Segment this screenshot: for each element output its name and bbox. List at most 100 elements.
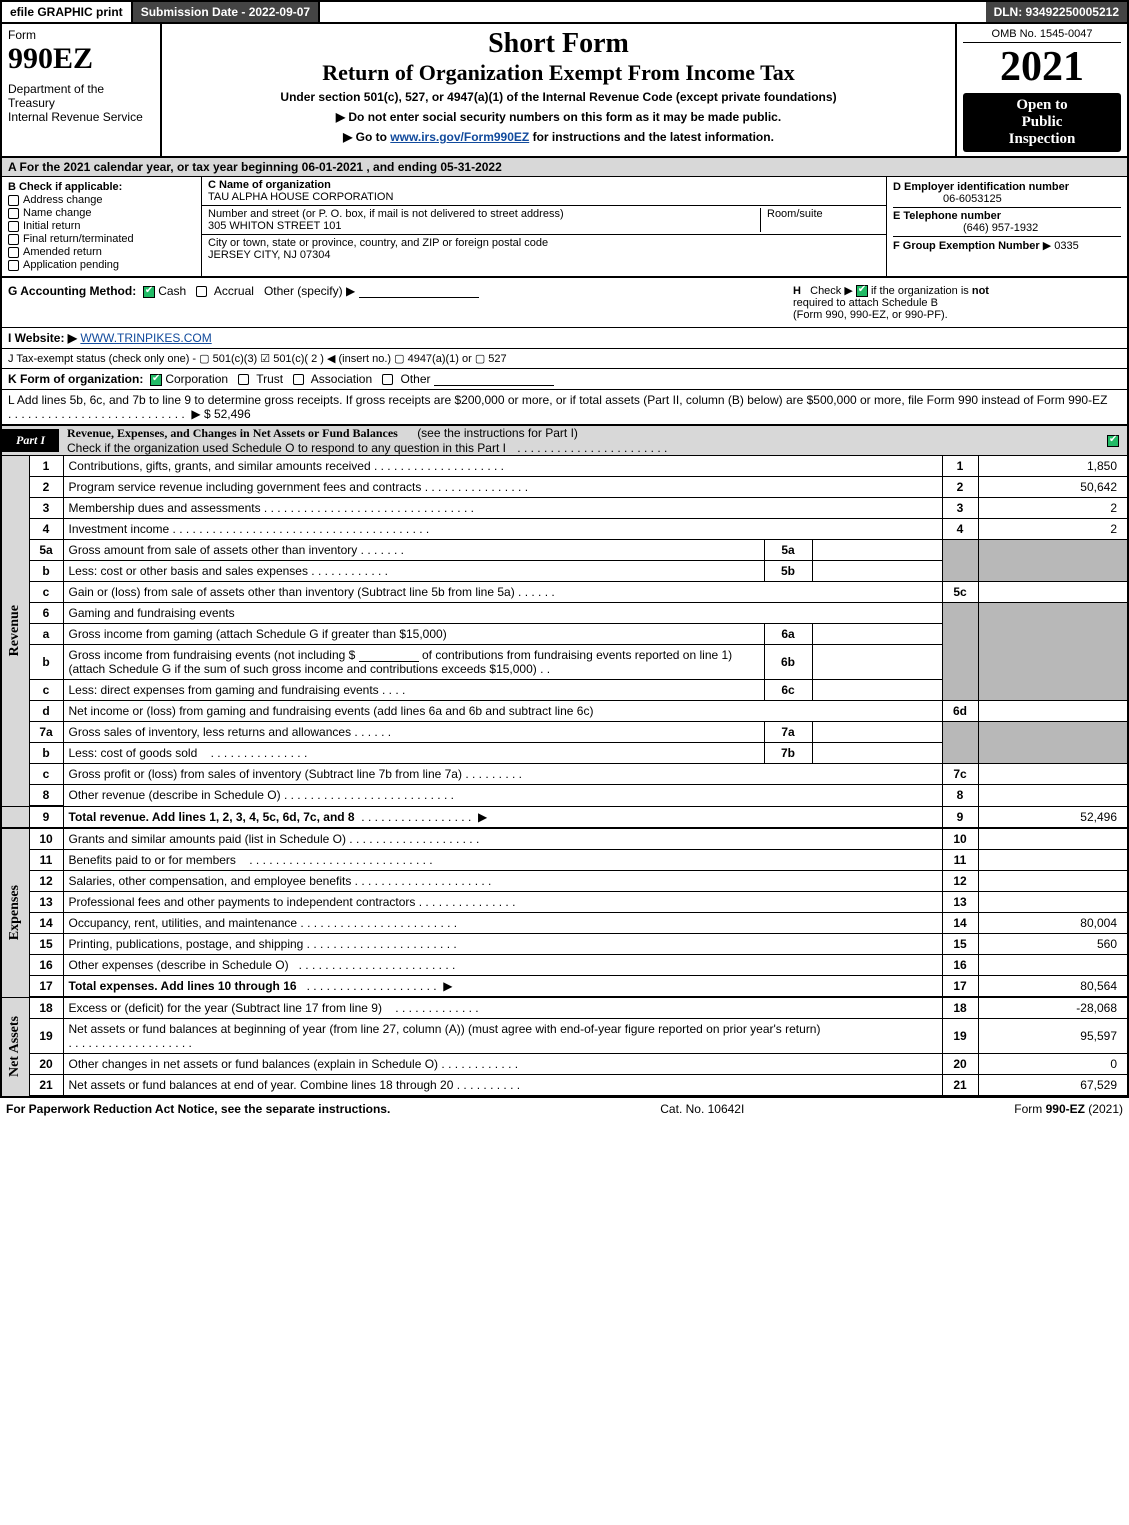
line-5c-desc: Gain or (loss) from sale of assets other… — [69, 585, 515, 599]
irs-label: Internal Revenue Service — [8, 110, 154, 124]
chk-trust[interactable] — [238, 374, 249, 385]
line-5b-subval — [812, 561, 942, 582]
chk-name-change[interactable]: Name change — [8, 207, 195, 219]
chk-schedule-b-icon[interactable] — [856, 285, 868, 297]
line-6: 6 Gaming and fundraising events — [1, 603, 1128, 624]
line-19-desc: Net assets or fund balances at beginning… — [69, 1022, 821, 1036]
chk-cash-icon[interactable] — [143, 286, 155, 298]
line-5b-desc: Less: cost or other basis and sales expe… — [69, 564, 308, 578]
row-l-gross-receipts: L Add lines 5b, 6c, and 7b to line 9 to … — [0, 390, 1129, 426]
grey-7v — [978, 722, 1128, 764]
line-21: 21 Net assets or fund balances at end of… — [1, 1075, 1128, 1097]
line-11-val — [978, 850, 1128, 871]
line-17-arrow-icon: ▶ — [443, 979, 452, 993]
k-corp: Corporation — [165, 372, 228, 386]
side-expenses: Expenses — [1, 828, 29, 997]
side-netassets: Net Assets — [1, 997, 29, 1096]
line-6b-blank[interactable] — [359, 650, 419, 662]
phone-block: E Telephone number (646) 957-1932 — [893, 208, 1121, 237]
c-label: C Name of organization — [208, 179, 331, 191]
col-b-label: B Check if applicable: — [8, 181, 122, 193]
line-7c-val — [978, 764, 1128, 785]
k-assoc: Association — [311, 372, 372, 386]
h-text2: if the organization is — [871, 285, 969, 297]
chk-final-return[interactable]: Final return/terminated — [8, 233, 195, 245]
line-8-val — [978, 785, 1128, 807]
header-right: OMB No. 1545-0047 2021 Open to Public In… — [957, 24, 1127, 156]
line-10-val — [978, 828, 1128, 850]
d-label: D Employer identification number — [893, 181, 1069, 193]
line-2-val: 50,642 — [978, 477, 1128, 498]
k-trust: Trust — [256, 372, 283, 386]
grey-5v — [978, 540, 1128, 582]
row-j-tax-exempt: J Tax-exempt status (check only one) - ▢… — [0, 349, 1129, 369]
subtitle-code: Under section 501(c), 527, or 4947(a)(1)… — [168, 90, 949, 104]
topbar-spacer — [320, 2, 985, 22]
chk-other[interactable] — [382, 374, 393, 385]
row-a-tax-year: A For the 2021 calendar year, or tax yea… — [0, 158, 1129, 177]
chk-application-pending[interactable]: Application pending — [8, 259, 195, 271]
entity-block: B Check if applicable: Address change Na… — [0, 177, 1129, 278]
line-3-desc: Membership dues and assessments — [69, 501, 261, 515]
l-amount: ▶ $ 52,496 — [191, 407, 250, 421]
irs-link[interactable]: www.irs.gov/Form990EZ — [390, 130, 529, 144]
chk-initial-return[interactable]: Initial return — [8, 220, 195, 232]
city-label: City or town, state or province, country… — [208, 237, 548, 249]
lines-table: Revenue 1 Contributions, gifts, grants, … — [0, 456, 1129, 1097]
page-footer: For Paperwork Reduction Act Notice, see … — [0, 1097, 1129, 1120]
g-cash: Cash — [158, 284, 186, 298]
line-7b-subval — [812, 743, 942, 764]
line-20-desc: Other changes in net assets or fund bala… — [69, 1057, 439, 1071]
line-1-num: 1 — [29, 456, 63, 477]
row-i-website: I Website: ▶ WWW.TRINPIKES.COM — [0, 328, 1129, 349]
col-c-org: C Name of organization TAU ALPHA HOUSE C… — [202, 177, 887, 276]
header-mid: Short Form Return of Organization Exempt… — [162, 24, 957, 156]
cell-addr: Number and street (or P. O. box, if mail… — [202, 206, 886, 235]
inspect-2: Public — [965, 114, 1119, 131]
line-17-val: 80,564 — [978, 976, 1128, 998]
k-other-blank[interactable] — [434, 374, 554, 386]
line-6b-subval — [812, 645, 942, 680]
col-d-ids: D Employer identification number 06-6053… — [887, 177, 1127, 276]
cell-orgname: C Name of organization TAU ALPHA HOUSE C… — [202, 177, 886, 206]
chk-accrual[interactable] — [196, 286, 207, 297]
footer-mid: Cat. No. 10642I — [390, 1102, 1014, 1116]
group-exempt-block: F Group Exemption Number ▶ 0335 — [893, 237, 1121, 254]
g-label: G Accounting Method: — [8, 284, 136, 298]
open-inspection: Open to Public Inspection — [963, 93, 1121, 152]
line-7b-sub: 7b — [764, 743, 812, 764]
line-7a-sub: 7a — [764, 722, 812, 743]
line-3: 3 Membership dues and assessments . . . … — [1, 498, 1128, 519]
h-text3: required to attach Schedule B — [793, 297, 938, 309]
efile-label[interactable]: efile GRAPHIC print — [2, 2, 133, 22]
line-6d-desc: Net income or (loss) from gaming and fun… — [63, 701, 942, 722]
part-i-note: (see the instructions for Part I) — [409, 426, 586, 440]
chk-association[interactable] — [293, 374, 304, 385]
line-7c: c Gross profit or (loss) from sales of i… — [1, 764, 1128, 785]
h-check-pre: Check ▶ — [810, 285, 853, 297]
title-short-form: Short Form — [168, 28, 949, 60]
room-suite-label: Room/suite — [760, 208, 880, 232]
chk-address-change[interactable]: Address change — [8, 194, 195, 206]
line-9-desc: Total revenue. Add lines 1, 2, 3, 4, 5c,… — [69, 810, 355, 824]
line-14-desc: Occupancy, rent, utilities, and maintena… — [69, 916, 298, 930]
chk-corporation-icon[interactable] — [150, 374, 162, 386]
form-number: 990EZ — [8, 42, 154, 76]
line-6b-desc: Gross income from fundraising events (no… — [63, 645, 764, 680]
line-15: 15 Printing, publications, postage, and … — [1, 934, 1128, 955]
omb-number: OMB No. 1545-0047 — [963, 28, 1121, 43]
line-19-val: 95,597 — [978, 1019, 1128, 1054]
part-i-checkbox[interactable] — [1107, 434, 1127, 448]
line-14: 14 Occupancy, rent, utilities, and maint… — [1, 913, 1128, 934]
part-i-title: Revenue, Expenses, and Changes in Net As… — [59, 426, 406, 440]
line-5b-sub: 5b — [764, 561, 812, 582]
part-i-tag: Part I — [2, 429, 59, 452]
line-1: Revenue 1 Contributions, gifts, grants, … — [1, 456, 1128, 477]
line-18-desc: Excess or (deficit) for the year (Subtra… — [69, 1001, 382, 1015]
inspect-3: Inspection — [965, 131, 1119, 148]
org-name: TAU ALPHA HOUSE CORPORATION — [208, 191, 393, 203]
footer-left: For Paperwork Reduction Act Notice, see … — [6, 1102, 390, 1116]
chk-amended-return[interactable]: Amended return — [8, 246, 195, 258]
website-link[interactable]: WWW.TRINPIKES.COM — [80, 331, 211, 345]
g-other-blank[interactable] — [359, 286, 479, 298]
